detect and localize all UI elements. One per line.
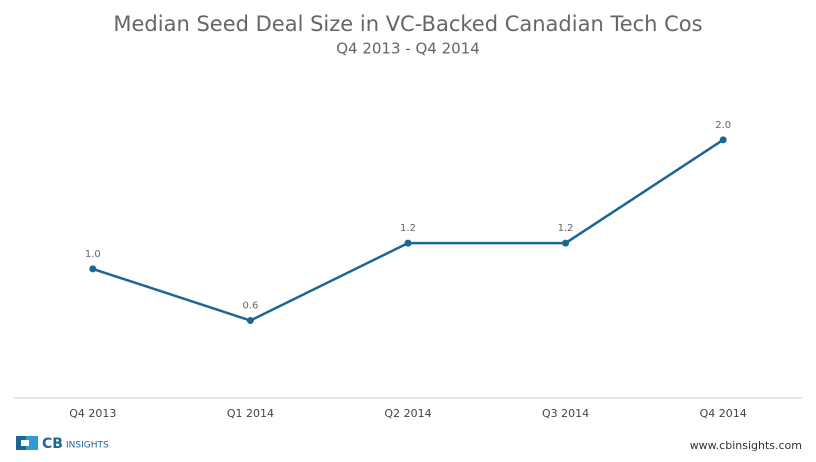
x-tick-label: Q3 2014 bbox=[542, 407, 589, 420]
point bbox=[89, 265, 97, 273]
data-label: 1.2 bbox=[558, 223, 574, 234]
point bbox=[562, 239, 570, 247]
footer-url: www.cbinsights.com bbox=[690, 439, 802, 452]
chart-subtitle: Q4 2013 - Q4 2014 bbox=[336, 40, 480, 58]
data-label: 2.0 bbox=[715, 120, 731, 131]
point bbox=[246, 317, 254, 325]
x-tick-label: Q2 2014 bbox=[384, 407, 431, 420]
x-tick-label: Q4 2014 bbox=[700, 407, 747, 420]
data-label: 1.0 bbox=[85, 249, 101, 260]
point bbox=[404, 239, 412, 247]
x-tick-label: Q4 2013 bbox=[69, 407, 116, 420]
logo-bold: CB bbox=[42, 436, 63, 452]
chart-title: Median Seed Deal Size in VC-Backed Canad… bbox=[113, 12, 702, 36]
logo-text: INSIGHTS bbox=[66, 441, 109, 451]
data-label: 0.6 bbox=[242, 301, 258, 312]
x-tick-label: Q1 2014 bbox=[227, 407, 274, 420]
logo-icon bbox=[16, 436, 38, 450]
point bbox=[719, 136, 727, 144]
data-label: 1.2 bbox=[400, 223, 416, 234]
